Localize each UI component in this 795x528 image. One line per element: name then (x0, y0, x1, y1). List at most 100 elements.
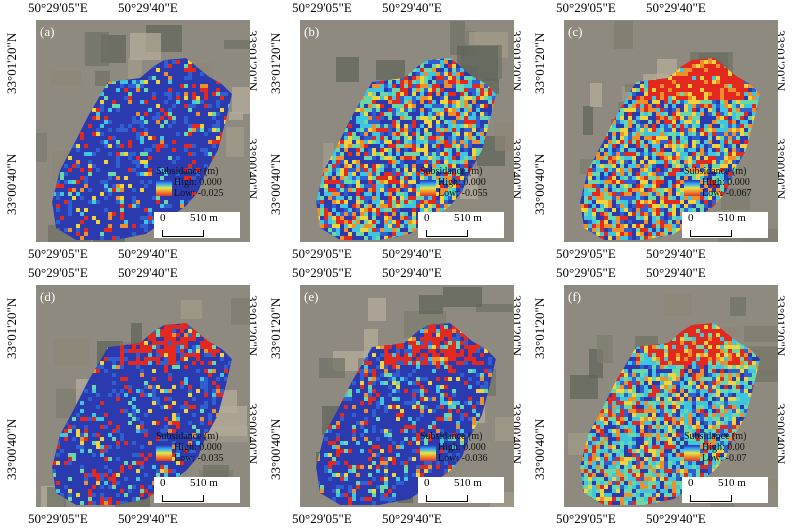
subsidence-pixel (456, 84, 460, 88)
subsidence-pixel (196, 124, 200, 128)
subsidence-pixel (444, 172, 448, 176)
subsidence-pixel (168, 325, 172, 329)
subsidence-pixel (700, 176, 704, 180)
subsidence-pixel (448, 92, 452, 96)
subsidence-pixel (84, 228, 88, 232)
subsidence-pixel (128, 84, 132, 88)
subsidence-pixel (460, 72, 464, 76)
subsidence-pixel (108, 228, 112, 232)
subsidence-pixel (632, 204, 636, 208)
subsidence-pixel (60, 172, 64, 176)
subsidence-pixel (200, 385, 204, 389)
subsidence-pixel (128, 361, 132, 365)
subsidence-pixel (712, 58, 716, 60)
subsidence-pixel (712, 72, 716, 76)
subsidence-pixel (136, 88, 140, 92)
subsidence-pixel (708, 196, 712, 200)
subsidence-pixel (628, 236, 632, 240)
subsidence-pixel (648, 176, 652, 180)
subsidence-pixel (404, 196, 408, 200)
subsidence-pixel (108, 421, 112, 425)
subsidence-pixel (640, 88, 644, 92)
subsidence-pixel (668, 100, 672, 104)
subsidence-pixel (648, 120, 652, 124)
subsidence-pixel (140, 369, 144, 373)
subsidence-pixel (408, 124, 412, 128)
subsidence-pixel (60, 433, 64, 437)
subsidence-pixel (440, 80, 444, 84)
subsidence-pixel (604, 152, 608, 156)
subsidence-pixel (400, 104, 404, 108)
subsidence-pixel (428, 156, 432, 160)
subsidence-pixel (368, 192, 372, 196)
subsidence-pixel (224, 92, 228, 96)
subsidence-pixel (472, 136, 476, 140)
subsidence-pixel (472, 116, 476, 120)
subsidence-pixel (660, 152, 664, 156)
subsidence-pixel (84, 433, 88, 437)
subsidence-pixel (108, 136, 112, 140)
subsidence-pixel (408, 140, 412, 144)
subsidence-pixel (396, 224, 400, 228)
subsidence-pixel (176, 172, 180, 176)
subsidence-pixel (388, 236, 392, 240)
subsidence-pixel (420, 84, 424, 88)
subsidence-pixel (648, 168, 652, 172)
subsidence-pixel (712, 144, 716, 148)
subsidence-pixel (340, 152, 344, 156)
subsidence-pixel (360, 200, 364, 204)
subsidence-pixel (80, 176, 84, 180)
subsidence-pixel (680, 84, 684, 88)
subsidence-pixel (212, 124, 216, 128)
subsidence-pixel (452, 132, 456, 136)
subsidence-pixel (740, 100, 744, 104)
subsidence-pixel (144, 349, 148, 353)
subsidence-pixel (160, 405, 164, 409)
subsidence-pixel (372, 92, 376, 96)
subsidence-pixel (124, 128, 128, 132)
subsidence-pixel (340, 156, 344, 160)
subsidence-pixel (160, 389, 164, 393)
subsidence-pixel (720, 124, 724, 128)
subsidence-pixel (448, 184, 452, 188)
subsidence-pixel (404, 220, 408, 224)
subsidence-pixel (448, 172, 452, 176)
subsidence-pixel (460, 152, 464, 156)
subsidence-pixel (396, 136, 400, 140)
subsidence-pixel (600, 156, 604, 160)
subsidence-pixel (396, 228, 400, 232)
subsidence-pixel (108, 212, 112, 216)
subsidence-pixel (156, 385, 160, 389)
subsidence-pixel (208, 341, 212, 345)
subsidence-pixel (688, 128, 692, 132)
subsidence-pixel (172, 104, 176, 108)
subsidence-pixel (400, 160, 404, 164)
subsidence-pixel (688, 164, 692, 168)
subsidence-pixel (196, 333, 200, 337)
subsidence-pixel (628, 132, 632, 136)
subsidence-pixel (732, 128, 736, 132)
subsidence-pixel (660, 176, 664, 180)
subsidence-pixel (68, 228, 72, 232)
subsidence-pixel (724, 84, 728, 88)
subsidence-pixel (660, 180, 664, 184)
subsidence-pixel (436, 128, 440, 132)
subsidence-pixel (716, 128, 720, 132)
subsidence-pixel (436, 144, 440, 148)
subsidence-pixel (424, 172, 428, 176)
subsidence-pixel (716, 64, 720, 68)
subsidence-pixel (152, 76, 156, 80)
subsidence-pixel (420, 124, 424, 128)
subsidence-pixel (580, 192, 584, 196)
subsidence-pixel (164, 365, 168, 369)
scale-bar: 0 510 m (154, 212, 240, 238)
subsidence-pixel (76, 208, 80, 212)
subsidence-pixel (364, 120, 368, 124)
subsidence-pixel (456, 72, 460, 76)
subsidence-pixel (220, 393, 224, 397)
subsidence-pixel (640, 180, 644, 184)
subsidence-pixel (172, 329, 176, 333)
subsidence-pixel (460, 116, 464, 120)
subsidence-pixel (452, 60, 456, 64)
subsidence-pixel (80, 136, 84, 140)
